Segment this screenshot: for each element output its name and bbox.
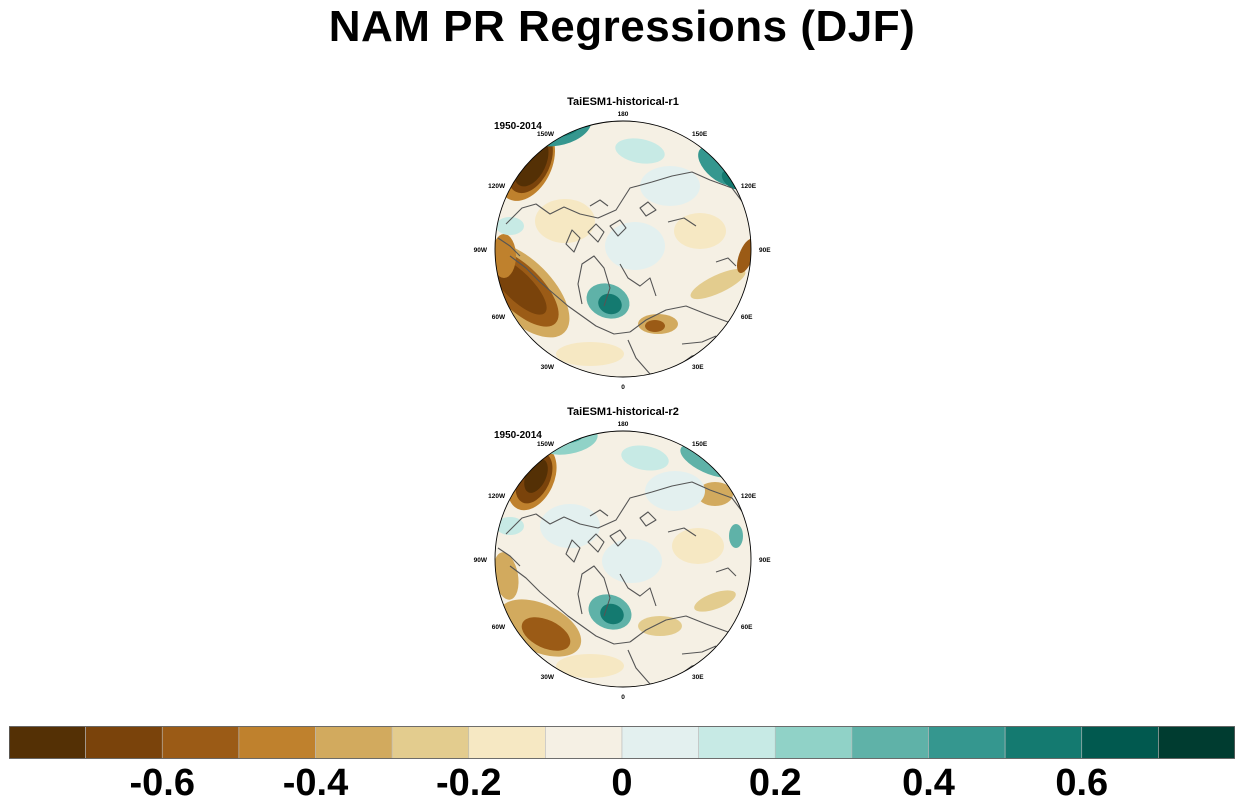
- precip-anomaly-contour: [495, 552, 519, 600]
- precip-field: [495, 431, 751, 687]
- colorbar-tick-label: 0.2: [748, 762, 802, 804]
- longitude-label: 120W: [488, 493, 506, 500]
- colorbar-swatch: [698, 726, 776, 759]
- colorbar-swatch: [1158, 726, 1235, 759]
- precip-anomaly-contour: [615, 138, 665, 164]
- map-boundary: [494, 430, 752, 688]
- colorbar-swatch: [928, 726, 1006, 759]
- longitude-label: 90E: [759, 247, 771, 254]
- colorbar-swatch: [774, 726, 853, 759]
- precip-anomaly-contour: [556, 654, 624, 678]
- precip-anomaly-contour: [598, 293, 622, 315]
- precip-anomaly-contour: [496, 217, 524, 235]
- colorbar-swatch: [621, 726, 699, 759]
- precip-anomaly-contour: [694, 590, 736, 612]
- precip-anomaly-contour: [638, 616, 682, 636]
- polar-map-r2: 180 150E 120E 90E 60E 30E 0 30W 60W 90W 120W 150W: [474, 421, 772, 701]
- precip-anomaly-contour: [729, 524, 743, 548]
- longitude-label: 150E: [692, 131, 708, 138]
- longitude-label: 90W: [474, 247, 488, 254]
- longitude-label: 30W: [541, 674, 555, 681]
- colorbar-swatch: [9, 726, 86, 759]
- longitude-label: 60W: [492, 624, 506, 631]
- precip-anomaly-contour: [645, 320, 665, 332]
- colorbar-tick-label: -0.6: [129, 762, 195, 804]
- colorbar-tick-label: -0.4: [282, 762, 349, 804]
- longitude-label: 0: [621, 694, 625, 701]
- longitude-label: 30E: [692, 364, 704, 371]
- precip-anomaly-contour: [556, 342, 624, 366]
- longitude-label: 180: [618, 111, 629, 118]
- colorbar-tick-label: 0: [611, 762, 633, 804]
- precip-anomaly-contour: [690, 268, 746, 300]
- longitude-label: 60W: [492, 314, 506, 321]
- colorbar-tick-label: 0.4: [902, 762, 955, 804]
- longitude-label: 120E: [741, 493, 757, 500]
- precip-anomaly-contour: [640, 166, 700, 206]
- colorbar: [9, 726, 1235, 759]
- longitude-label: 90W: [474, 557, 488, 564]
- colorbar-swatch: [85, 726, 163, 759]
- longitude-label: 120W: [488, 183, 506, 190]
- colorbar-swatch: [468, 726, 546, 759]
- precip-anomaly-contour: [495, 234, 516, 278]
- longitude-label: 120E: [741, 183, 757, 190]
- precip-anomaly-contour: [521, 617, 571, 651]
- longitude-label: 30W: [541, 364, 555, 371]
- colorbar-swatch: [545, 726, 623, 759]
- precip-anomaly-contour: [602, 539, 662, 583]
- panel-period-r2: 1950-2014: [494, 430, 542, 441]
- longitude-label: 30E: [692, 674, 704, 681]
- longitude-label: 90E: [759, 557, 771, 564]
- precip-anomaly-contour: [605, 222, 665, 270]
- precip-anomaly-contour: [674, 213, 726, 249]
- longitude-label: 150W: [537, 131, 555, 138]
- polar-map-r1: 180 150E 120E 90E 60E 30E 0 30W 60W 90W 120W 150W: [474, 111, 772, 391]
- longitude-label: 0: [621, 384, 625, 391]
- precip-field: [495, 121, 751, 377]
- figure-title: NAM PR Regressions (DJF): [328, 2, 916, 51]
- colorbar-swatch: [851, 726, 929, 759]
- colorbar-swatch: [391, 726, 470, 759]
- longitude-label: 60E: [741, 624, 753, 631]
- longitude-label: 150E: [692, 441, 708, 448]
- precip-anomaly-contour: [672, 528, 724, 564]
- panel-period-r1: 1950-2014: [494, 121, 542, 132]
- precip-anomaly-contour: [540, 504, 600, 548]
- colorbar-swatch: [1004, 726, 1083, 759]
- precip-anomaly-contour: [736, 238, 751, 274]
- map-boundary: [494, 120, 752, 378]
- longitude-label: 60E: [741, 314, 753, 321]
- colorbar-swatch: [1081, 726, 1159, 759]
- colorbar-tick-label: -0.2: [436, 762, 502, 804]
- colorbar-tick-label: 0.6: [1055, 762, 1109, 804]
- precip-anomaly-contour: [645, 471, 705, 511]
- precip-anomaly-contour: [621, 445, 669, 471]
- colorbar-swatch: [238, 726, 316, 759]
- precip-anomaly-contour: [496, 517, 524, 535]
- panel-title-r2: TaiESM1-historical-r2: [567, 406, 679, 418]
- colorbar-swatch: [315, 726, 393, 759]
- precip-anomaly-contour: [535, 199, 595, 243]
- colorbar-labels: -0.6 -0.4 -0.2 0 0.2 0.4 0.6: [0, 762, 1244, 806]
- longitude-label: 180: [618, 421, 629, 428]
- panel-title-r1: TaiESM1-historical-r1: [567, 96, 679, 108]
- colorbar-swatch: [161, 726, 240, 759]
- longitude-label: 150W: [537, 441, 555, 448]
